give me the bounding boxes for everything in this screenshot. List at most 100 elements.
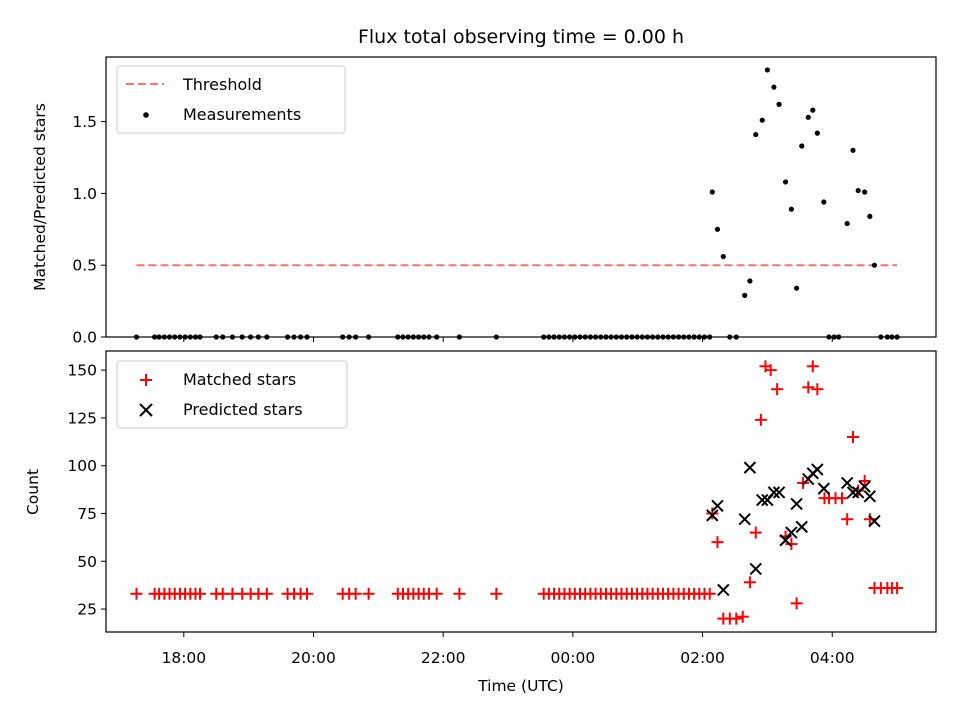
count-ytick-label: 25 xyxy=(77,601,97,619)
predicted-star-point xyxy=(858,480,871,493)
chart-title: Flux total observing time = 0.00 h xyxy=(358,26,684,48)
predicted-star-point xyxy=(711,499,724,513)
count-panel-marks xyxy=(130,360,904,625)
measurement-point xyxy=(814,130,820,136)
threshold-legend-label: Threshold xyxy=(182,75,262,94)
matched-star-point xyxy=(349,587,362,600)
predicted-star-point xyxy=(811,463,824,476)
count-xtick-label: 20:00 xyxy=(291,649,336,667)
matched-star-point xyxy=(743,576,756,589)
measurement-point xyxy=(821,199,827,205)
ratio-ytick-label: 0.0 xyxy=(72,329,97,347)
ratio-ytick-label: 1.0 xyxy=(72,185,97,203)
matched-star-point xyxy=(130,587,143,600)
measurement-point xyxy=(805,114,811,120)
matched-star-point xyxy=(711,536,724,549)
predicted-star-point xyxy=(767,486,781,499)
predicted-star-point xyxy=(790,497,803,511)
matched-star-point xyxy=(749,526,762,539)
predicted-star-point xyxy=(785,526,798,539)
predicted-star-point xyxy=(779,534,792,547)
count-panel-ylabel: Count xyxy=(24,469,42,515)
predicted-star-point xyxy=(749,562,762,576)
ratio-panel-frame xyxy=(105,56,937,338)
measurement-point xyxy=(782,179,789,185)
measurement-point xyxy=(810,107,816,113)
matched-star-point xyxy=(453,587,466,600)
measurement-point xyxy=(799,143,805,149)
measurement-point xyxy=(793,285,800,291)
matched-star-point xyxy=(260,587,273,600)
ratio-panel-ticks: 0.0 0.5 1.0 1.5 xyxy=(72,113,833,347)
ratio-ytick-label: 1.5 xyxy=(72,113,97,131)
count-xtick-label: 18:00 xyxy=(161,649,206,667)
measurement-point xyxy=(709,189,715,195)
count-panel: 25 50 75 100 125 150 18:00 20:00 22:00 00:00 02:00… xyxy=(24,350,937,695)
predicted-star-point xyxy=(795,520,808,534)
measurement-point xyxy=(714,226,721,232)
predicted-star-point xyxy=(868,514,881,528)
ratio-panel: 0.0 0.5 1.0 1.5 Matched/Predicted stars Thr… xyxy=(31,56,937,347)
count-panel-frame xyxy=(105,350,937,633)
matched-star-point xyxy=(301,587,314,600)
matched-star-point xyxy=(811,383,824,396)
count-xtick-label: 00:00 xyxy=(551,649,596,667)
predicted-legend-label: Predicted stars xyxy=(183,400,303,419)
matched-star-point xyxy=(806,360,819,373)
matched-legend-label: Matched stars xyxy=(183,370,296,389)
matched-star-point xyxy=(706,507,719,520)
measurement-point xyxy=(776,101,782,107)
predicted-star-point xyxy=(706,509,719,522)
ratio-panel-marks xyxy=(133,67,900,340)
predicted-star-point xyxy=(743,461,757,474)
count-panel-ticks: 25 50 75 100 125 150 18:00 20:00 22:00 00:00 02:00… xyxy=(67,362,854,667)
ratio-panel-ylabel: Matched/Predicted stars xyxy=(31,103,49,291)
measurement-point xyxy=(850,147,856,153)
predicted-star-point xyxy=(756,493,769,507)
measurements-legend-marker xyxy=(143,112,149,118)
count-ytick-label: 150 xyxy=(67,362,97,380)
matched-star-point xyxy=(490,587,503,600)
predicted-legend-marker xyxy=(139,403,153,417)
matched-star-point xyxy=(194,587,207,600)
count-ytick-label: 50 xyxy=(77,553,97,571)
measurement-point xyxy=(871,262,877,268)
matched-star-point xyxy=(730,612,743,625)
predicted-star-point xyxy=(846,486,860,499)
count-legend-box xyxy=(116,360,348,429)
predicted-star-point xyxy=(817,482,831,495)
matched-star-point xyxy=(858,474,871,487)
measurement-point xyxy=(771,84,777,90)
predicted-star-point xyxy=(772,486,786,499)
matched-star-point xyxy=(847,431,859,444)
predicted-star-point xyxy=(738,513,751,526)
measurement-point xyxy=(742,292,748,298)
measurement-point xyxy=(867,213,873,219)
matched-star-point xyxy=(736,610,749,623)
ratio-legend: Threshold Measurements xyxy=(116,65,346,134)
matched-star-point xyxy=(703,587,716,600)
measurement-point xyxy=(844,220,850,227)
count-legend: Matched stars Predicted stars xyxy=(116,360,348,429)
count-panel-xlabel: Time (UTC) xyxy=(477,677,564,695)
measurement-point xyxy=(720,253,726,260)
count-xtick-label: 22:00 xyxy=(421,649,466,667)
matched-legend-marker xyxy=(140,374,152,386)
measurement-point xyxy=(747,278,753,284)
measurements-legend-label: Measurements xyxy=(183,105,301,124)
matched-star-point xyxy=(430,587,443,600)
count-ytick-label: 125 xyxy=(67,409,97,427)
measurement-point xyxy=(753,131,759,138)
measurement-point xyxy=(759,117,765,123)
count-ytick-label: 100 xyxy=(67,457,97,475)
measurement-point xyxy=(855,187,861,194)
matched-star-point xyxy=(891,582,904,595)
count-xtick-label: 02:00 xyxy=(680,649,725,667)
count-xtick-label: 04:00 xyxy=(810,649,855,667)
ratio-ytick-label: 0.5 xyxy=(72,257,97,275)
matched-star-point xyxy=(764,364,777,377)
matched-star-point xyxy=(835,492,848,505)
matched-star-point xyxy=(790,597,803,610)
matched-star-point xyxy=(802,381,815,394)
ratio-legend-box xyxy=(116,65,346,134)
